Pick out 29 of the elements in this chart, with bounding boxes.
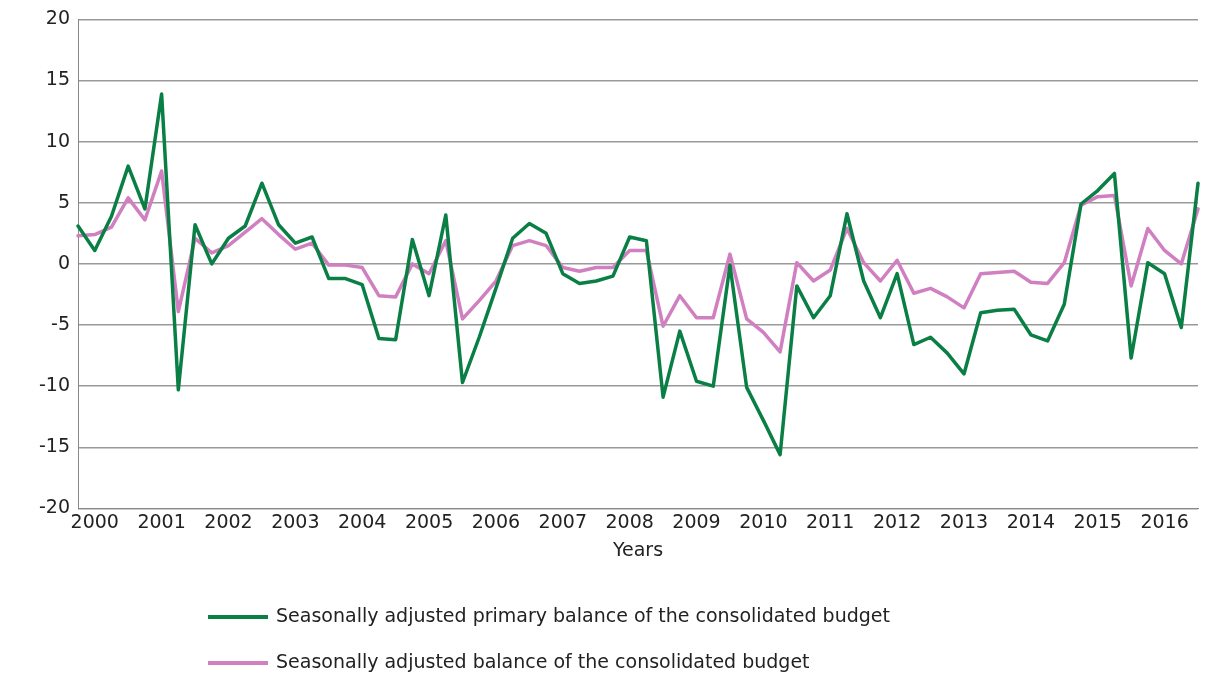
x-axis-title: Years: [611, 537, 664, 560]
x-tick-label: 2011: [806, 509, 855, 532]
y-tick-label: -5: [51, 311, 71, 334]
y-tick-label: 5: [57, 189, 71, 212]
y-tick-label: -20: [38, 495, 71, 518]
x-tick-label: 2012: [872, 509, 922, 532]
x-tick-label: 2005: [404, 509, 454, 532]
y-tick-label: 15: [45, 67, 71, 90]
x-tick-label: 2001: [137, 509, 186, 532]
y-tick-label: -10: [38, 373, 71, 396]
x-tick-label: 2004: [338, 509, 387, 532]
y-tick-label: 0: [57, 250, 71, 273]
x-tick-label: 2016: [1140, 509, 1189, 532]
legend-label: Seasonally adjusted balance of the consolidated budget: [276, 649, 810, 672]
x-tick-label: 2015: [1073, 509, 1122, 532]
x-tick-label: 2007: [538, 509, 587, 532]
x-tick-label: 2013: [939, 509, 989, 532]
x-tick-label: 2010: [739, 509, 788, 532]
x-tick-label: 2009: [672, 509, 721, 532]
x-tick-label: 2000: [70, 509, 119, 532]
x-tick-label: 2008: [605, 509, 654, 532]
x-tick-label: 2006: [471, 509, 521, 532]
legend-label: Seasonally adjusted primary balance of the consolidated budget: [276, 603, 890, 626]
y-tick-label: -15: [38, 434, 71, 457]
x-tick-label: 2014: [1006, 509, 1056, 532]
x-tick-label: 2003: [271, 509, 320, 532]
y-tick-label: 10: [45, 128, 71, 151]
x-tick-label: 2002: [204, 509, 253, 532]
y-tick-label: 20: [45, 6, 71, 29]
